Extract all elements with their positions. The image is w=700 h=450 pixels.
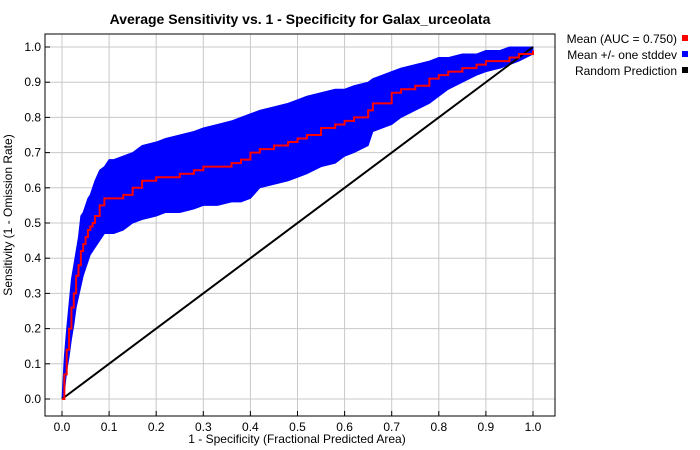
x-tick-label: 0.0 xyxy=(54,420,71,434)
y-tick-label: 0.9 xyxy=(24,75,41,89)
y-tick-label: 0.6 xyxy=(24,181,41,195)
y-tick-label: 0.7 xyxy=(24,146,41,160)
x-tick-label: 1.0 xyxy=(525,420,542,434)
x-tick-label: 0.3 xyxy=(195,420,212,434)
y-tick-label: 0.4 xyxy=(24,251,41,265)
legend-label: Random Prediction xyxy=(575,64,677,78)
x-tick-label: 0.1 xyxy=(101,420,118,434)
x-tick-label: 0.2 xyxy=(148,420,165,434)
legend-label: Mean (AUC = 0.750) xyxy=(567,32,677,46)
mean-line xyxy=(62,50,534,400)
y-axis-label: Sensitivity (1 - Omission Rate) xyxy=(1,134,15,295)
plot-frame xyxy=(44,33,556,417)
grid-layer xyxy=(45,34,555,416)
y-tick-label: 0.0 xyxy=(24,392,41,406)
y-tick-label: 1.0 xyxy=(24,40,41,54)
legend-swatch xyxy=(682,51,688,57)
x-tick-label: 0.7 xyxy=(383,420,400,434)
y-tick-label: 0.5 xyxy=(24,216,41,230)
y-tick-label: 0.3 xyxy=(24,286,41,300)
y-tick-label: 0.8 xyxy=(24,110,41,124)
y-tick-label: 0.1 xyxy=(24,357,41,371)
x-tick-label: 0.4 xyxy=(242,420,259,434)
x-tick-label: 0.8 xyxy=(430,420,447,434)
legend-swatch xyxy=(682,67,688,73)
legend-label: Mean +/- one stddev xyxy=(567,48,677,62)
x-tick-label: 0.5 xyxy=(289,420,306,434)
line-layer xyxy=(61,46,534,400)
random-prediction-line xyxy=(61,46,534,400)
x-tick-label: 0.6 xyxy=(336,420,353,434)
x-axis-label: 1 - Specificity (Fractional Predicted Ar… xyxy=(188,432,405,446)
legend: Mean (AUC = 0.750) Mean +/- one stddev Ran… xyxy=(567,32,688,78)
y-tick-label: 0.2 xyxy=(24,322,41,336)
x-tick-label: 0.9 xyxy=(478,420,495,434)
legend-swatch xyxy=(682,35,688,41)
x-tick-labels: 0.0 0.1 0.2 0.3 0.4 0.5 0.6 0.7 0.8 0.9 1.0 xyxy=(54,420,542,434)
y-tick-labels: 0.0 0.1 0.2 0.3 0.4 0.5 0.6 0.7 0.8 0.9 1.0 xyxy=(24,40,41,406)
chart-title: Average Sensitivity vs. 1 - Specificity … xyxy=(110,11,491,27)
